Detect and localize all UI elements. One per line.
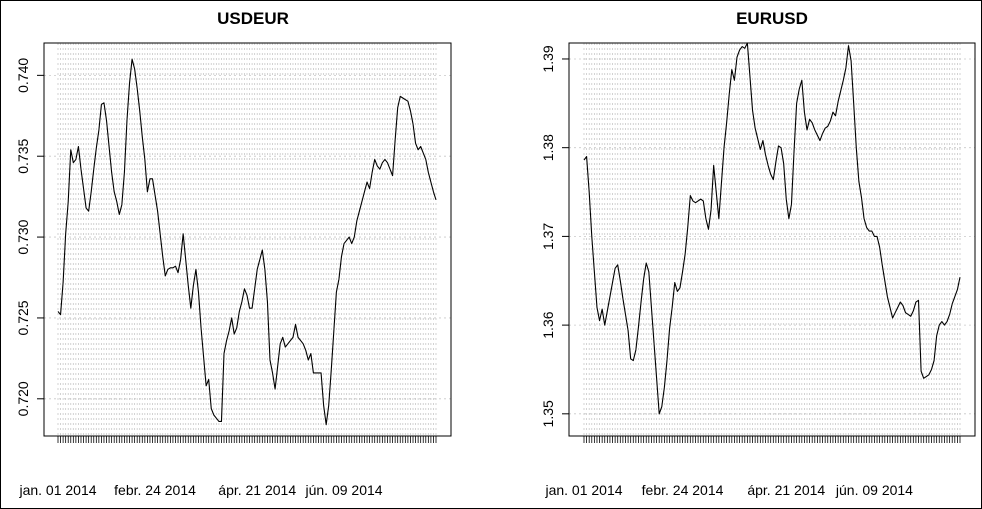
y-tick-label: 1.39 [540,45,556,72]
y-tick-label: 0.735 [15,138,31,173]
x-tick-label: jan. 01 2014 [18,482,96,498]
eurusd-series-line [583,42,961,415]
x-tick-label: jan. 01 2014 [544,482,622,498]
y-tick-label: 1.38 [540,134,556,161]
x-tick-label: febr. 24 2014 [642,482,724,498]
usdeur-title: USDEUR [217,9,289,28]
x-tick-label: febr. 24 2014 [114,482,196,498]
x-tick-label: jún. 09 2014 [835,482,913,498]
y-tick-label: 0.720 [15,381,31,416]
usdeur-panel: USDEUR jan. 01 2014 febr. 24 2014 ápr. 21 … [15,9,452,498]
y-tick-label: 1.36 [540,311,556,338]
y-tick-label: 1.35 [540,400,556,427]
usdeur-series-line [57,58,437,426]
y-tick-label: 0.730 [15,219,31,254]
eurusd-panel: EURUSD jan. 01 2014 febr. 24 2014 ápr. 21 … [540,9,976,498]
eurusd-title: EURUSD [736,9,808,28]
x-tick-label: jún. 09 2014 [305,482,383,498]
y-tick-label: 0.725 [15,300,31,335]
x-tick-label: ápr. 21 2014 [218,482,296,498]
x-tick-label: ápr. 21 2014 [747,482,825,498]
y-tick-label: 1.37 [540,223,556,250]
plot-area-border [43,42,452,437]
y-tick-label: 0.740 [15,58,31,93]
plot-area-border [568,42,976,437]
